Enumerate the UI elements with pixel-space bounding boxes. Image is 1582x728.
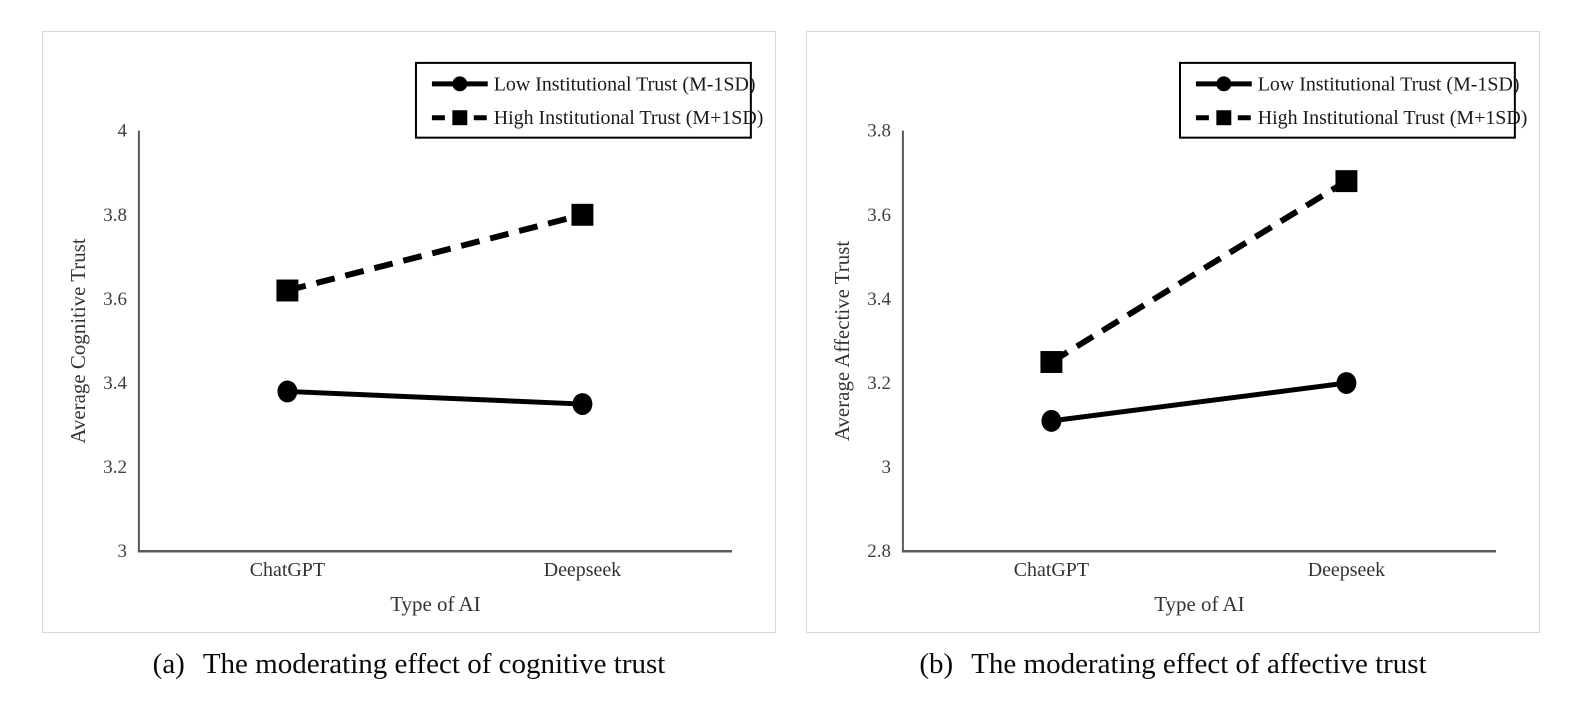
y-tick-label: 3 (881, 457, 890, 478)
y-axis-title: Average Affective Trust (830, 241, 854, 441)
legend-square-marker (1216, 110, 1232, 126)
square-marker (276, 279, 299, 302)
caption-a-prefix: (a) (152, 648, 185, 680)
x-axis-title: Type of AI (1154, 592, 1244, 616)
x-category-label: Deepseek (1308, 559, 1385, 581)
y-tick-label: 3.6 (867, 205, 891, 226)
y-tick-label: 2.8 (867, 541, 891, 562)
circle-marker (1041, 409, 1062, 432)
legend-label: High Institutional Trust (M+1SD) (1258, 107, 1528, 129)
series-line-low (287, 388, 583, 407)
y-tick-label: 3.8 (103, 205, 127, 226)
legend-label: Low Institutional Trust (M-1SD) (1258, 73, 1520, 95)
legend-box (414, 61, 752, 139)
legend-box (1178, 61, 1516, 139)
x-axis-title: Type of AI (390, 592, 480, 616)
circle-marker (277, 380, 298, 403)
series-line-high (286, 211, 584, 294)
y-tick-label: 3.8 (867, 121, 891, 142)
legend-circle-marker (1216, 76, 1232, 92)
affective-trust-chart: 2.8 3 3.2 3.4 3.6 3.8 ChatGPT Deepseek Type of A… (830, 61, 1528, 616)
chart-panel-cognitive: 3 3.2 3.4 3.6 3.8 4 ChatGPT Deepseek Type of AI A… (42, 31, 776, 633)
legend-label: High Institutional Trust (M+1SD) (494, 107, 764, 129)
legend-circle-marker (452, 76, 468, 92)
square-marker (1040, 351, 1063, 373)
series-line-high (1049, 178, 1348, 365)
cognitive-trust-chart: 3 3.2 3.4 3.6 3.8 4 ChatGPT Deepseek Type of AI A… (66, 61, 764, 616)
square-marker (1335, 170, 1358, 193)
caption-a: (a) The moderating effect of cognitive tr… (42, 648, 776, 681)
x-category-label: ChatGPT (250, 559, 325, 581)
y-tick-label: 3.6 (103, 289, 127, 310)
caption-b-text: The moderating effect of affective trust (971, 648, 1427, 680)
x-category-label: ChatGPT (1014, 559, 1089, 581)
y-axis-title: Average Cognitive Trust (66, 238, 90, 444)
chart-panel-affective: 2.8 3 3.2 3.4 3.6 3.8 ChatGPT Deepseek Type of A… (806, 31, 1540, 633)
y-tick-label: 3.2 (867, 373, 891, 394)
circle-marker (1336, 372, 1357, 394)
y-tick-label: 3 (117, 541, 126, 562)
caption-a-text: The moderating effect of cognitive trust (202, 648, 666, 680)
y-tick-label: 3.4 (103, 373, 127, 394)
x-category-label: Deepseek (544, 559, 621, 581)
circle-marker (572, 393, 593, 416)
y-tick-label: 3.4 (867, 289, 891, 310)
caption-b-prefix: (b) (919, 648, 954, 680)
series-line-low (1051, 380, 1347, 424)
y-tick-label: 3.2 (103, 457, 127, 478)
square-marker (571, 203, 594, 226)
legend-label: Low Institutional Trust (M-1SD) (494, 73, 756, 95)
caption-b: (b) The moderating effect of affective tr… (806, 648, 1540, 681)
y-tick-label: 4 (117, 121, 127, 142)
legend-square-marker (452, 110, 468, 126)
